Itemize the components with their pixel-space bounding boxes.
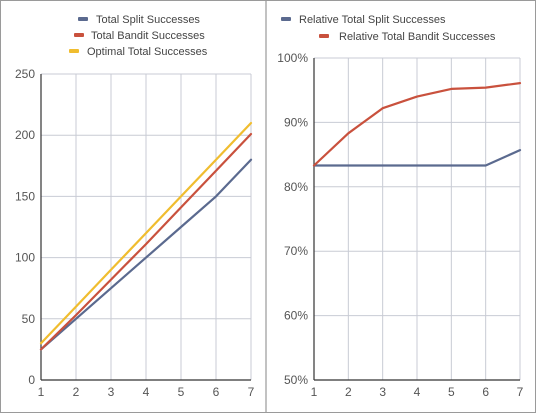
chart2-series-line-bandit	[312, 81, 522, 167]
chart1-x-tick-label: 1	[38, 385, 45, 399]
chart2-y-tick-label: 80%	[284, 180, 308, 194]
chart2-legend-label: Relative Total Split Successes	[299, 14, 446, 26]
chart1-y-tick-label: 100	[15, 251, 35, 265]
chart1-legend-swatch-optimal	[69, 49, 79, 53]
chart2-x-tick-label: 4	[414, 385, 421, 399]
chart1-y-tick-label: 200	[15, 128, 35, 142]
chart1-x-tick-label: 7	[248, 385, 255, 399]
chart1-legend-label: Optimal Total Successes	[87, 46, 208, 58]
chart1-y-tick-label: 150	[15, 189, 35, 203]
chart1-series-line-optimal	[39, 121, 253, 345]
chart1-x-tick-label: 2	[73, 385, 80, 399]
chart2-x-tick-label: 7	[517, 385, 524, 399]
chart1-y-tick-label: 250	[15, 67, 35, 81]
chart1-legend-label: Total Bandit Successes	[91, 30, 205, 42]
chart1-series-line-split	[39, 158, 253, 351]
chart2-x-tick-label: 1	[311, 385, 318, 399]
chart2-x-tick-label: 5	[448, 385, 455, 399]
chart1-legend-swatch-bandit	[74, 33, 84, 37]
chart2-y-tick-label: 100%	[277, 51, 308, 65]
chart1-x-tick-label: 5	[178, 385, 185, 399]
chart1-legend-label: Total Split Successes	[96, 14, 200, 26]
chart2-y-tick-label: 50%	[284, 373, 308, 387]
chart2-x-tick-label: 6	[482, 385, 489, 399]
chart2-x-tick-label: 3	[379, 385, 386, 399]
chart1-y-tick-label: 0	[28, 373, 35, 387]
chart1-x-tick-label: 6	[213, 385, 220, 399]
chart1-x-tick-label: 3	[108, 385, 115, 399]
chart2-legend-label: Relative Total Bandit Successes	[339, 31, 496, 43]
chart1-series-line-bandit	[39, 132, 253, 351]
chart2-series-line-split	[312, 149, 522, 167]
chart2-y-tick-label: 70%	[284, 244, 308, 258]
chart1-y-tick-label: 50	[22, 312, 36, 326]
chart2-y-tick-label: 90%	[284, 115, 308, 129]
chart2-y-tick-label: 60%	[284, 309, 308, 323]
chart2-legend-swatch-split	[281, 17, 291, 21]
chart1-legend-swatch-split	[78, 17, 88, 21]
chart2-x-tick-label: 2	[345, 385, 352, 399]
chart1-x-tick-label: 4	[143, 385, 150, 399]
chart2-legend-swatch-bandit	[319, 34, 329, 38]
